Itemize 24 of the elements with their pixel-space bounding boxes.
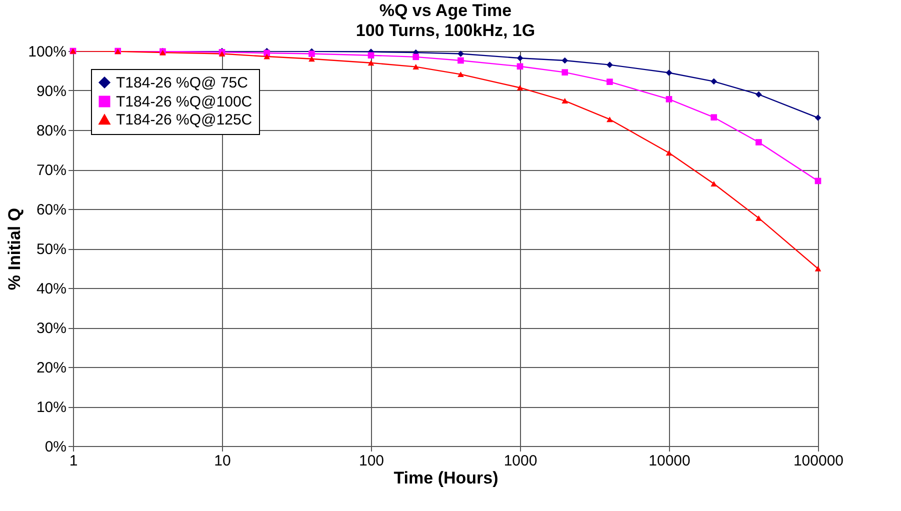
y-tick-label: 60% bbox=[36, 202, 66, 218]
y-tick-label: 90% bbox=[36, 83, 66, 100]
x-tick-label: 100000 bbox=[793, 452, 844, 470]
y-tick-label: 30% bbox=[36, 320, 66, 337]
legend-label: T184-26 %Q@ 75C bbox=[116, 74, 248, 92]
y-tick-label: 0% bbox=[44, 438, 66, 456]
y-axis-title: % Initial Q bbox=[5, 208, 24, 290]
x-axis-title: Time (Hours) bbox=[394, 468, 498, 488]
x-tick-label: 1000 bbox=[504, 452, 538, 470]
x-tick-label: 10 bbox=[214, 452, 231, 470]
y-tick-label: 80% bbox=[36, 122, 66, 140]
legend-label: T184-26 %Q@125C bbox=[116, 112, 252, 128]
x-tick-label: 100 bbox=[358, 452, 384, 470]
y-tick-label: 50% bbox=[36, 241, 66, 258]
legend-label: T184-26 %Q@100C bbox=[116, 94, 252, 110]
chart-subtitle: 100 Turns, 100kHz, 1G bbox=[356, 21, 536, 40]
y-tick-label: 40% bbox=[36, 280, 66, 298]
y-tick-label: 20% bbox=[36, 360, 66, 376]
y-tick-label: 10% bbox=[36, 399, 66, 416]
chart-title: %Q vs Age Time bbox=[379, 1, 512, 20]
x-tick-label: 1 bbox=[69, 452, 78, 470]
y-tick-label: 70% bbox=[36, 162, 66, 179]
y-tick-label: 100% bbox=[28, 44, 66, 60]
x-tick-label: 10000 bbox=[648, 452, 690, 470]
